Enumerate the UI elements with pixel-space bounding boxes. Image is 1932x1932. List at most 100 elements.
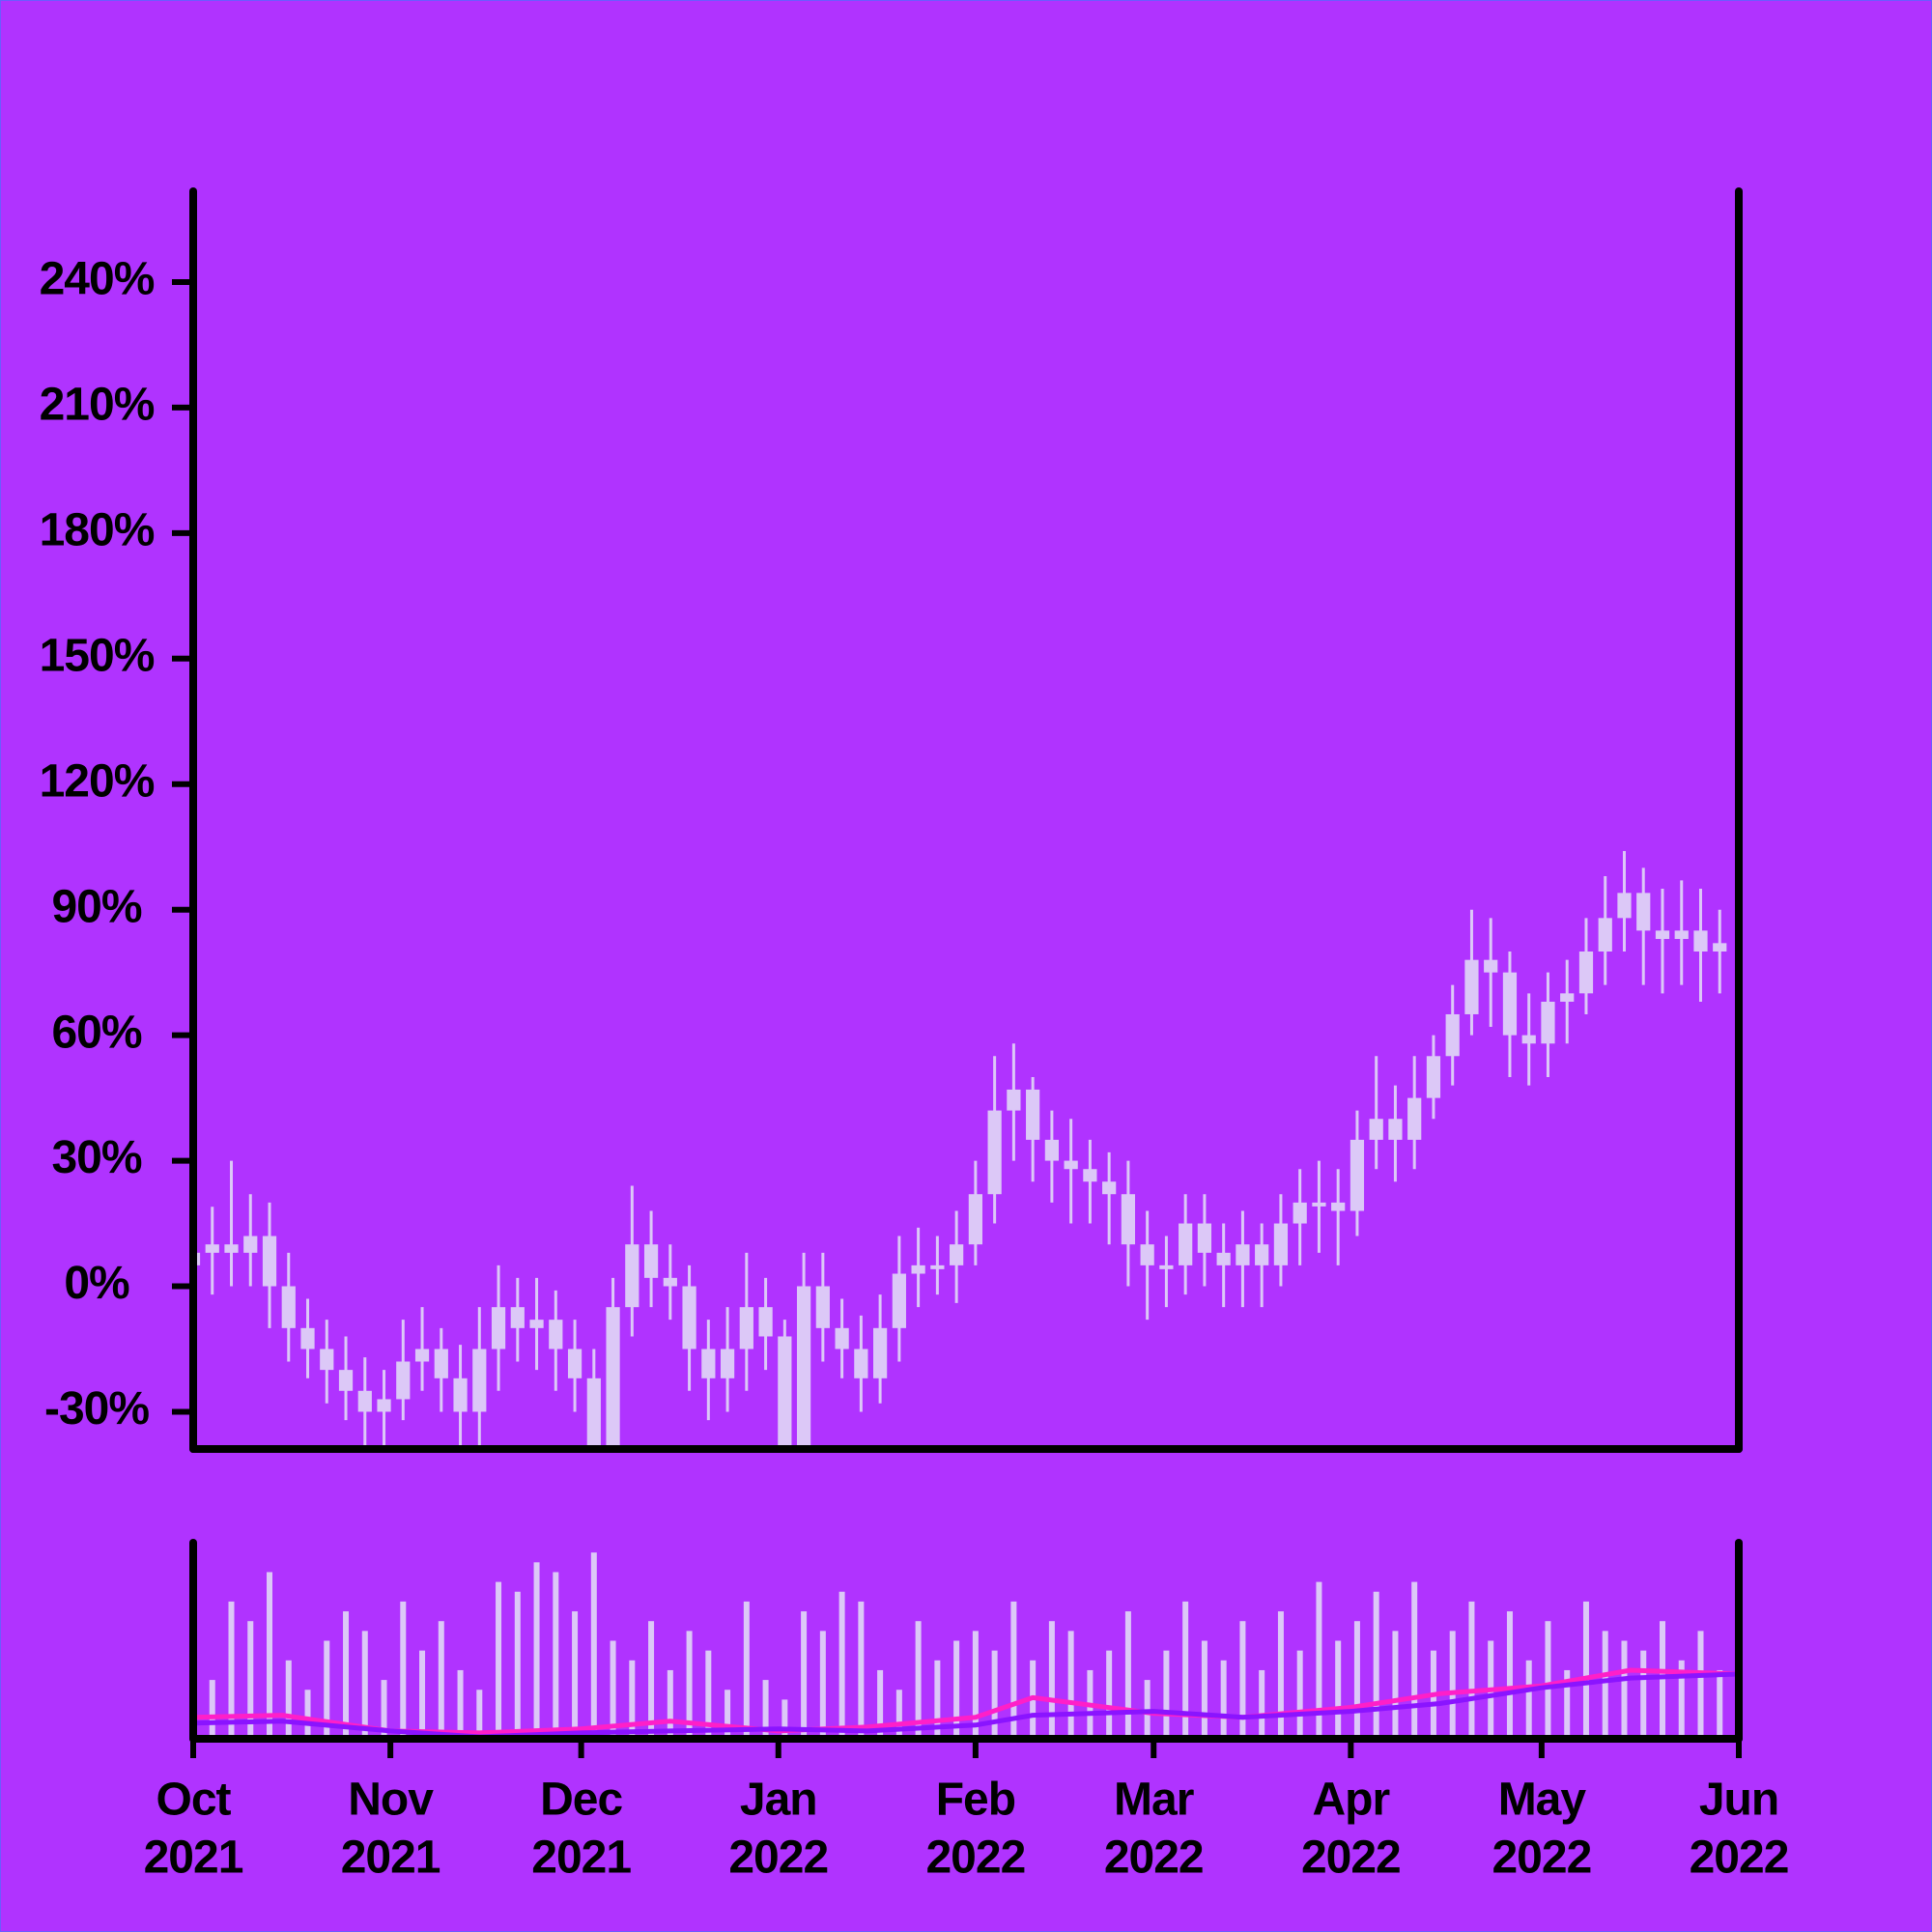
candle-body: [1255, 1244, 1269, 1265]
y-tick-label: -30%: [44, 1383, 149, 1435]
candle-body: [338, 1370, 354, 1391]
candles: [193, 851, 1727, 1449]
candle-body: [434, 1349, 448, 1378]
candle-body: [1578, 952, 1594, 994]
candle-body: [300, 1327, 315, 1350]
candle-body: [491, 1307, 506, 1350]
y-tick-label: 120%: [40, 755, 155, 807]
volume-bar: [895, 1690, 902, 1739]
volume-bar: [1659, 1621, 1665, 1739]
volume-bar: [877, 1669, 884, 1739]
candle-body: [396, 1361, 411, 1400]
volume-bar: [228, 1601, 235, 1739]
candle-body: [663, 1277, 677, 1287]
candle-body: [1560, 993, 1575, 1002]
volume-bar: [1468, 1601, 1475, 1739]
volume-bar: [1335, 1640, 1342, 1739]
candle-body: [1121, 1194, 1136, 1245]
candle-body: [1388, 1119, 1403, 1140]
volume-bar: [648, 1621, 655, 1739]
candle-body: [529, 1320, 544, 1328]
volume-bar: [743, 1601, 750, 1739]
candle-body: [1464, 959, 1479, 1014]
x-tick-label: Apr: [1313, 1775, 1390, 1826]
volume-bar: [705, 1650, 712, 1739]
x-tick-label: 2022: [1690, 1833, 1789, 1884]
candle-body: [835, 1327, 849, 1350]
candle-body: [453, 1378, 468, 1412]
candle-body: [1521, 1035, 1536, 1044]
x-tick-label: 2022: [1104, 1833, 1204, 1884]
x-tick-label: Dec: [540, 1775, 622, 1826]
volume-bar: [1220, 1660, 1227, 1739]
volume-bar: [400, 1601, 407, 1739]
volume-moving-average: [192, 1667, 1740, 1736]
candle-body: [1541, 1001, 1555, 1044]
volume-bar: [762, 1680, 769, 1739]
volume-bar: [1277, 1611, 1284, 1739]
candle-body: [1140, 1244, 1154, 1265]
volume-bar: [972, 1631, 979, 1739]
candle-body: [682, 1286, 696, 1350]
volume-bar: [1106, 1650, 1113, 1739]
volume-bar: [991, 1650, 998, 1739]
volume-bar: [1640, 1650, 1647, 1739]
x-tick-label: Nov: [348, 1775, 434, 1826]
y-tick-label: 240%: [40, 254, 155, 305]
x-tick-label: 2022: [1492, 1833, 1591, 1884]
volume-bar: [667, 1669, 673, 1739]
x-tick-label: Jan: [740, 1775, 817, 1826]
candle-body: [815, 1286, 830, 1328]
volume-bar: [476, 1690, 483, 1739]
volume-bar: [514, 1591, 521, 1739]
candle-body: [1617, 893, 1632, 919]
volume-bar: [1678, 1660, 1685, 1739]
y-tick-label: 210%: [40, 380, 155, 431]
volume-bar: [1163, 1650, 1170, 1739]
candle-body: [1026, 1089, 1040, 1140]
volume-bar: [819, 1631, 826, 1739]
x-tick-label: 2022: [728, 1833, 828, 1884]
volume-bar: [1201, 1640, 1208, 1739]
candle-body: [987, 1110, 1002, 1195]
candle-body: [758, 1307, 773, 1337]
candle-body: [224, 1244, 239, 1253]
candle-body: [281, 1286, 296, 1328]
volume-bar: [1010, 1601, 1017, 1739]
volume-moving-average: [192, 1671, 1740, 1740]
volume-bar: [858, 1601, 865, 1739]
x-tick-label: Feb: [936, 1775, 1015, 1826]
volume-bar: [285, 1660, 292, 1739]
candle-body: [892, 1273, 906, 1328]
candle-body: [586, 1378, 601, 1446]
candle-body: [1674, 930, 1689, 940]
volume-bar: [686, 1631, 693, 1739]
volume-bar: [361, 1631, 368, 1739]
candle-body: [1197, 1223, 1212, 1253]
candle-body: [1293, 1202, 1307, 1224]
x-tick-label: May: [1498, 1775, 1587, 1826]
candle-body: [1636, 893, 1651, 931]
candle-body: [720, 1349, 735, 1378]
candle-body: [1044, 1139, 1059, 1161]
candle-body: [643, 1244, 659, 1278]
volume-bar: [209, 1680, 215, 1739]
candle-body: [1179, 1223, 1193, 1265]
candle-body: [262, 1236, 277, 1287]
x-tick-label: Jun: [1699, 1775, 1778, 1826]
volume-bar: [1373, 1591, 1379, 1739]
volume-bar: [1582, 1601, 1589, 1739]
volume-bar: [801, 1611, 808, 1739]
volume-bar: [610, 1640, 616, 1739]
volume-bar: [381, 1680, 387, 1739]
volume-bar: [533, 1562, 540, 1739]
x-tick-label: 2022: [925, 1833, 1025, 1884]
candle-body: [1713, 943, 1727, 952]
volume-bar: [1602, 1631, 1608, 1739]
volume-bar: [590, 1552, 597, 1739]
y-tick-label: 60%: [51, 1007, 141, 1058]
candle-body: [1064, 1160, 1078, 1170]
volume-bar: [496, 1581, 502, 1739]
candle-body: [1693, 930, 1708, 952]
